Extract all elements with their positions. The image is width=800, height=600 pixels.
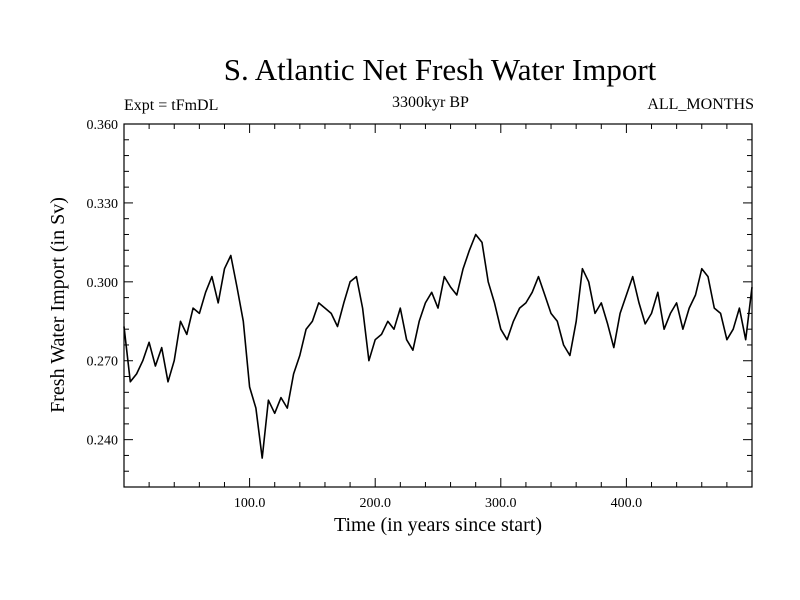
y-tick-label: 0.360 — [87, 118, 119, 133]
plot-frame — [123, 123, 753, 488]
x-tick-label: 400.0 — [611, 496, 643, 511]
y-tick-label: 0.240 — [87, 434, 119, 449]
y-tick-label: 0.300 — [87, 276, 119, 291]
x-tick-label: 300.0 — [485, 496, 517, 511]
x-axis-title: Time (in years since start) — [334, 514, 542, 536]
y-tick-label: 0.330 — [87, 197, 119, 212]
period-label: 3300kyr BP — [392, 94, 469, 111]
chart-title: S. Atlantic Net Fresh Water Import — [223, 52, 657, 87]
x-tick-label: 100.0 — [234, 496, 266, 511]
y-axis-title: Fresh Water Import (in Sv) — [47, 197, 69, 413]
x-tick-label: 200.0 — [359, 496, 391, 511]
series-line — [123, 233, 753, 459]
experiment-label: Expt = tFmDL — [124, 97, 219, 114]
months-label: ALL_MONTHS — [647, 96, 754, 113]
y-tick-label: 0.270 — [87, 355, 119, 370]
